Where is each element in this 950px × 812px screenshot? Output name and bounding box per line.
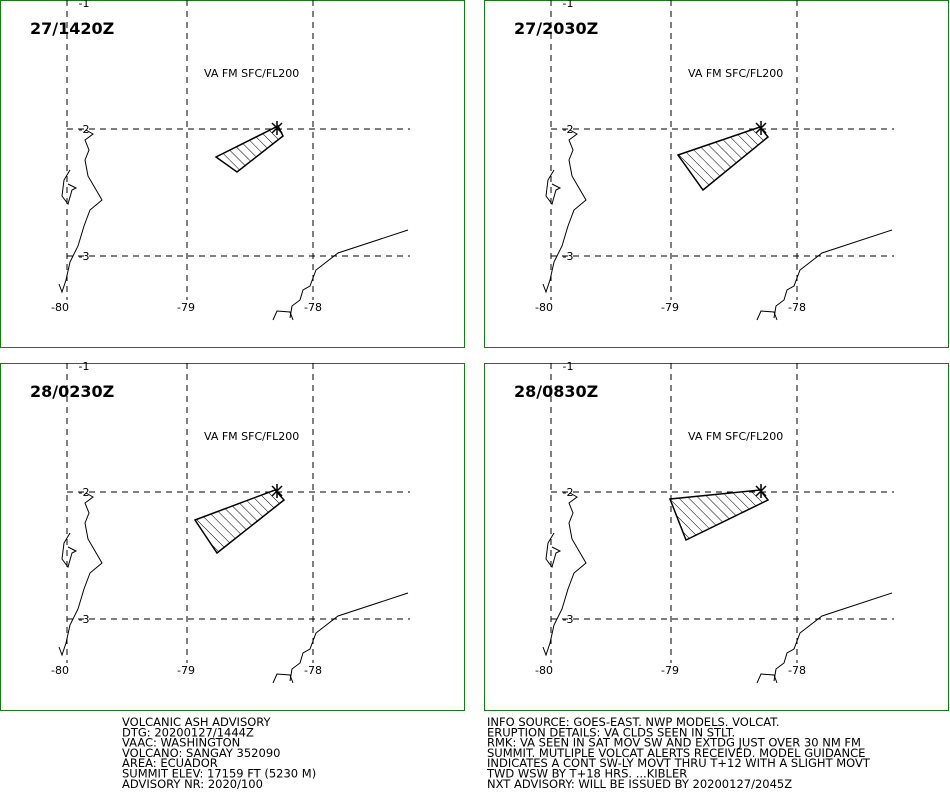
flight-level: VA FM SFC/FL200 [204,67,299,80]
lat-label: -3 [563,613,574,626]
advisory-line: TWD WSW BY T+18 HRS. ...KIBLER [486,767,687,781]
lon-label: -80 [51,664,69,677]
lon-label: -78 [788,301,806,314]
map-panel: 28/0830Z VA FM SFC/FL200 -1 -2 -3 -80 -79 -78 [484,360,949,711]
coastline [756,310,778,321]
coastline [773,592,893,682]
coastline [756,673,778,684]
coastline [289,229,409,319]
lon-label: -80 [51,301,69,314]
map-panel: 27/2030Z VA FM SFC/FL200 -1 -2 -3 -80 -79 -78 [484,0,949,348]
coastline [545,532,562,569]
lat-label: -2 [79,123,90,136]
volcano-marker [755,484,767,498]
advisory-line: SUMMIT. MUTLIPLE VOLCAT ALERTS RECEIVED.… [487,746,865,760]
advisory-line: NXT ADVISORY: WILL BE ISSUED BY 20200127… [487,777,792,791]
advisory-line: INDICATES A CONT SW-LY MOVT THRU T+12 WI… [487,756,871,770]
advisory-line: RMK: VA SEEN IN SAT MOV SW AND EXTDG JUS… [487,736,861,750]
forecast-time: 28/0230Z [30,382,114,401]
advisory-line: INFO SOURCE: GOES-EAST. NWP MODELS. VOLC… [487,715,780,729]
advisory-line: VOLCANIC ASH ADVISORY [122,715,272,729]
lat-label: -2 [79,486,90,499]
lon-label: -78 [304,664,322,677]
coastline [542,129,587,294]
lon-label: -80 [535,301,553,314]
lon-label: -79 [661,301,679,314]
advisory-line: ADVISORY NR: 2020/100 [122,777,263,791]
coastline [542,492,587,657]
lon-label: -79 [177,301,195,314]
coastline [773,229,893,319]
lat-label: -2 [563,486,574,499]
flight-level: VA FM SFC/FL200 [688,67,783,80]
panel-border [484,363,949,711]
advisory-line: DTG: 20200127/1444Z [122,725,254,739]
coastline [61,532,78,569]
lat-label: -3 [79,250,90,263]
forecast-time: 28/0830Z [514,382,598,401]
lat-label: -1 [79,360,90,373]
coastline [61,169,78,206]
coastline [289,592,409,682]
panel-border [0,0,465,348]
advisory-line: VAAC: WASHINGTON [122,736,240,750]
lon-label: -78 [788,664,806,677]
map-panel: 27/1420Z VA FM SFC/FL200 -1 -2 -3 -80 -79 -78 [0,0,465,348]
lat-label: -1 [79,0,90,10]
lat-label: -3 [563,250,574,263]
coastline [272,310,294,321]
coastline [545,169,562,206]
volcano-marker [755,121,767,135]
volcano-marker [271,121,283,135]
ash-cloud [676,126,770,192]
lat-label: -3 [79,613,90,626]
forecast-time: 27/1420Z [30,19,114,38]
coastline [58,129,103,294]
ash-cloud [668,489,770,542]
advisory-line: SUMMIT ELEV: 17159 FT (5230 M) [122,767,316,781]
forecast-time: 27/2030Z [514,19,598,38]
ash-cloud [193,489,286,555]
volcano-marker [271,484,283,498]
ash-cloud [214,124,284,173]
advisory-line: ERUPTION DETAILS: VA CLDS SEEN IN STLT. [487,725,735,739]
coastline [272,673,294,684]
lat-label: -1 [563,360,574,373]
lat-label: -1 [563,0,574,10]
advisory-line: AREA: ECUADOR [122,756,218,770]
flight-level: VA FM SFC/FL200 [688,430,783,443]
lon-label: -79 [177,664,195,677]
lon-label: -79 [661,664,679,677]
advisory-line: VOLCANO: SANGAY 352090 [122,746,280,760]
lon-label: -80 [535,664,553,677]
coastline [58,492,103,657]
lat-label: -2 [563,123,574,136]
map-panel: 28/0230Z VA FM SFC/FL200 -1 -2 -3 -80 -79 -78 [0,360,465,711]
lon-label: -78 [304,301,322,314]
flight-level: VA FM SFC/FL200 [204,430,299,443]
